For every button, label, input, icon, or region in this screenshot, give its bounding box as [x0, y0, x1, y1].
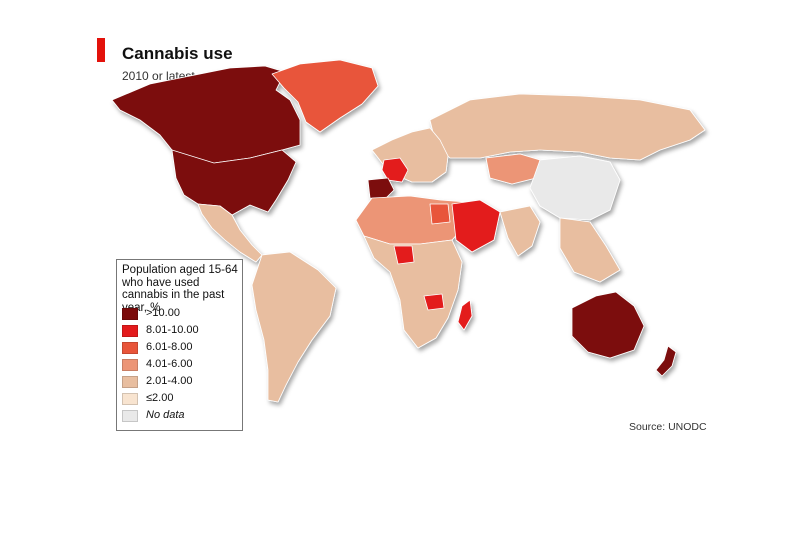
region-sub-saharan-africa [363, 235, 463, 349]
region-madagascar [457, 299, 473, 331]
legend-item: 8.01-10.00 [122, 324, 240, 338]
region-greenland [271, 59, 379, 133]
region-usa [171, 149, 297, 216]
region-nigeria [393, 245, 415, 265]
legend-item: 4.01-6.00 [122, 358, 240, 372]
region-china [529, 155, 621, 221]
source-note: Source: UNODC [629, 421, 707, 433]
legend-item: No data [122, 409, 240, 423]
legend-title: Population aged 15-64 who have used cann… [122, 264, 238, 314]
region-europe [371, 127, 449, 183]
region-north-africa [355, 195, 471, 245]
region-spain [367, 177, 395, 201]
legend-swatch [122, 325, 138, 337]
region-egypt [429, 203, 451, 225]
legend-item: 2.01-4.00 [122, 375, 240, 389]
legend-label: >10.00 [146, 307, 180, 319]
region-russia [429, 93, 706, 161]
region-southeast-asia [559, 217, 621, 283]
title-accent-bar [97, 38, 105, 62]
region-india [499, 205, 541, 257]
legend-swatch [122, 393, 138, 405]
legend-item: ≤2.00 [122, 392, 240, 406]
legend-swatch [122, 376, 138, 388]
legend: Population aged 15-64 who have used cann… [116, 259, 243, 431]
legend-label: No data [146, 409, 185, 421]
legend-label: 4.01-6.00 [146, 358, 193, 370]
map-title: Cannabis use [122, 44, 233, 63]
legend-item: 6.01-8.00 [122, 341, 240, 355]
region-australia [571, 291, 645, 359]
legend-label: 6.01-8.00 [146, 341, 193, 353]
region-new-zealand [655, 345, 677, 377]
region-canada [111, 65, 301, 164]
legend-item: >10.00 [122, 307, 240, 321]
region-south-america [251, 251, 337, 403]
region-france [381, 157, 409, 183]
legend-swatch [122, 410, 138, 422]
legend-label: 8.01-10.00 [146, 324, 199, 336]
legend-swatch [122, 359, 138, 371]
legend-swatch [122, 342, 138, 354]
region-zambia [423, 293, 445, 311]
region-central-america [197, 203, 263, 263]
legend-swatch [122, 308, 138, 320]
region-middle-east [451, 199, 501, 253]
region-kazakhstan [485, 153, 541, 185]
legend-label: ≤2.00 [146, 392, 174, 404]
legend-label: 2.01-4.00 [146, 375, 193, 387]
